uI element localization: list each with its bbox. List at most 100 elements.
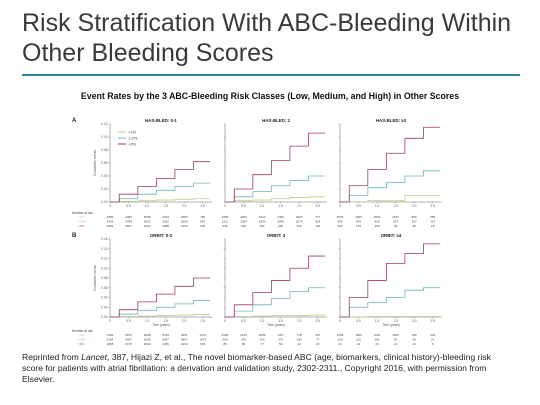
figure-subtitle: Event Rates by the 3 ABC-Bleeding Risk C… xyxy=(80,91,460,101)
x-tick-label: 0 xyxy=(224,204,226,208)
risk-table-cell: 2567 xyxy=(125,224,132,228)
x-tick-label: 2.0 xyxy=(297,319,302,323)
x-tick-label: 1.0 xyxy=(375,204,380,208)
risk-table-cell: 6 xyxy=(432,342,434,346)
risk-table-cell: 1047 xyxy=(277,333,284,337)
x-tick-label: 0 xyxy=(109,319,111,323)
risk-table-cell: 87 xyxy=(394,338,398,342)
x-tick-label: 1.5 xyxy=(393,319,398,323)
risk-table-cell: 297 xyxy=(412,220,417,224)
risk-table-cell: 789 xyxy=(412,333,417,337)
risk-table-cell: 1073 xyxy=(199,338,206,342)
risk-table-cell: 604 xyxy=(356,220,361,224)
x-tick-label: 2.5 xyxy=(316,319,321,323)
x-tick-label: 0.5 xyxy=(241,319,246,323)
risk-table-cell: 2074 xyxy=(296,220,303,224)
km-panel: ORBIT: 3 0 0.5 1.0 1.5 2.0 2.5 Time (years) 2405… xyxy=(222,233,327,346)
panel-title: ORBIT: 0-2 xyxy=(150,233,173,238)
risk-table-cell: 2715 xyxy=(125,342,132,346)
panel-title: HAS-BLED: 2 xyxy=(262,118,290,123)
series-line xyxy=(110,277,210,318)
x-tick-label: 1.5 xyxy=(393,204,398,208)
risk-table-cell: 2120 xyxy=(240,333,247,337)
legend-entry: 1-2% xyxy=(128,136,138,141)
panel-title: HAS-BLED: ≥3 xyxy=(376,118,407,123)
risk-table-cell: 1189 xyxy=(355,333,362,337)
series-line xyxy=(225,255,325,318)
risk-table-cell: 555 xyxy=(430,215,435,219)
risk-table-cell: 94 xyxy=(394,224,398,228)
x-tick-label: 2.0 xyxy=(182,319,187,323)
risk-table-cell: 40 xyxy=(298,342,302,346)
risk-table-cell: 2390 xyxy=(259,220,266,224)
y-tick-label: 0.04 xyxy=(101,174,107,178)
risk-table-cell: 77 xyxy=(260,342,264,346)
series-line xyxy=(110,300,210,318)
y-tick-label: 0.02 xyxy=(101,305,107,309)
risk-table-cell: 4058 xyxy=(144,215,151,219)
risk-table-cell: 362 xyxy=(297,224,302,228)
risk-table-cell: 492 xyxy=(260,224,265,228)
risk-table-cell: 1276 xyxy=(199,333,206,337)
risk-table-cell: 6608 xyxy=(144,333,151,337)
risk-table-cell: 127 xyxy=(430,220,435,224)
risk-table-cell: 3185 xyxy=(162,220,169,224)
y-tick-label: 0.14 xyxy=(101,247,107,251)
x-axis-label: Time (years) xyxy=(152,323,170,327)
panel-letter: B xyxy=(72,233,77,239)
risk-table-cell: 5104 xyxy=(107,338,114,342)
risk-table-cell: 2647 xyxy=(392,215,399,219)
risk-table-cell: 6325 xyxy=(144,338,151,342)
title-divider xyxy=(22,74,520,76)
series-line xyxy=(225,314,325,318)
legend-entry: <1% xyxy=(128,130,137,135)
series-line xyxy=(340,195,440,203)
risk-table-cell: 126 xyxy=(315,224,320,228)
x-axis-label: Time (years) xyxy=(267,323,285,327)
series-line xyxy=(225,196,325,203)
risk-table-cell: 3304 xyxy=(162,215,169,219)
x-tick-label: 1.0 xyxy=(375,319,380,323)
risk-table-cell: 101 xyxy=(375,338,380,342)
risk-table-cell: 24 xyxy=(357,342,361,346)
km-panel: ORBIT: ≥4 0 0.5 1.0 1.5 2.0 2.5 Time (years) 129… xyxy=(337,233,442,346)
x-tick-label: 1.0 xyxy=(260,319,265,323)
series-line xyxy=(110,314,210,318)
risk-table-cell: 4020 xyxy=(144,220,151,224)
risk-table-cell: 2789 xyxy=(125,220,132,224)
risk-row-label: <1% xyxy=(78,333,84,337)
y-tick-label: 0.08 xyxy=(101,276,107,280)
series-line xyxy=(225,175,325,203)
risk-table-cell: 3431 xyxy=(107,220,114,224)
x-tick-label: 2.5 xyxy=(431,319,436,323)
km-panel: ORBIT: 0-2 0.00 0.02 0.04 0.06 0.08 0.10 0.12 0.… xyxy=(72,233,212,346)
y-tick-label: 0.06 xyxy=(101,286,107,290)
risk-table-cell: 307 xyxy=(315,333,320,337)
risk-table-cell: 425 xyxy=(278,224,283,228)
risk-row-label: 1-2% xyxy=(78,338,85,342)
risk-table-cell: 2065 xyxy=(355,215,362,219)
risk-table-cell: 85 xyxy=(223,342,227,346)
km-panel: HAS-BLED: 0-1 0.00 0.02 0.04 0.06 0.08 0.10 0.1… xyxy=(72,118,212,228)
figure-caption: Reprinted from Lancet, 387, Hijazi Z, et… xyxy=(22,352,512,385)
x-tick-label: 0.5 xyxy=(356,319,361,323)
y-tick-label: 0.10 xyxy=(101,135,107,139)
risk-row-label: 1-2% xyxy=(78,220,85,224)
x-axis-label: Time (years) xyxy=(382,323,400,327)
risk-table-cell: 5047 xyxy=(162,338,169,342)
risk-table-cell: 717 xyxy=(315,215,320,219)
x-tick-label: 1.0 xyxy=(260,204,265,208)
y-tick-label: 0.02 xyxy=(101,187,107,191)
risk-table-cell: 766 xyxy=(200,215,205,219)
risk-table-cell: 1846 xyxy=(277,220,284,224)
risk-table-cell: 1362 xyxy=(181,342,188,346)
risk-table-cell: 23 xyxy=(375,342,379,346)
y-tick-label: 0.12 xyxy=(101,257,107,261)
x-tick-label: 0 xyxy=(339,204,341,208)
risk-table-cell: 624 xyxy=(315,220,320,224)
x-tick-label: 2.5 xyxy=(201,319,206,323)
x-tick-label: 1.5 xyxy=(278,204,283,208)
risk-table-cell: 1885 xyxy=(162,224,169,228)
series-line xyxy=(225,132,325,203)
risk-table-cell: 470 xyxy=(241,338,246,342)
